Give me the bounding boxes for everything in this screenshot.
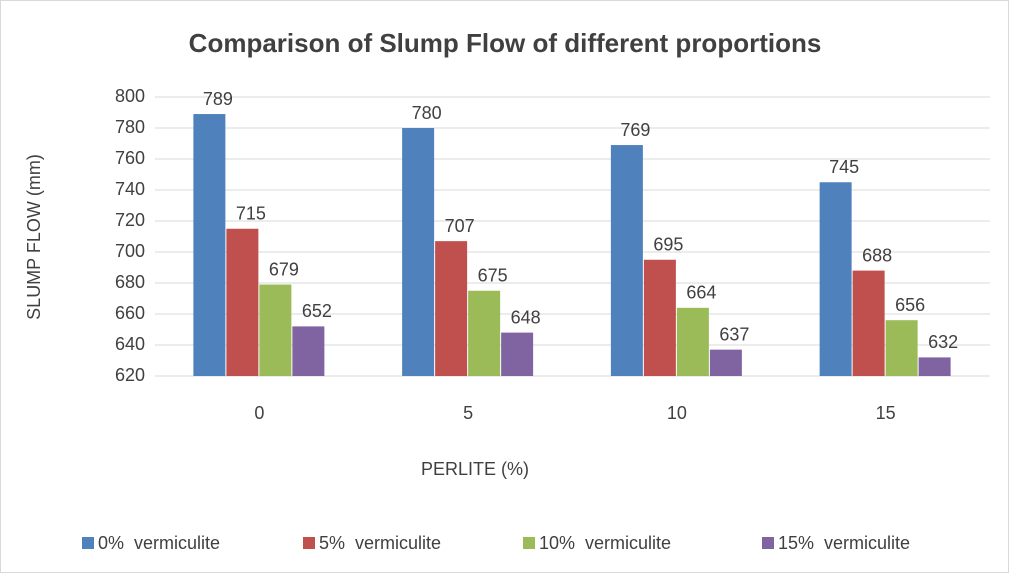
data-label: 707 <box>445 216 475 236</box>
x-tick-label: 5 <box>463 403 473 423</box>
bar <box>292 326 325 376</box>
data-label: 679 <box>269 259 299 279</box>
y-tick-label: 740 <box>115 179 145 199</box>
data-label: 695 <box>653 235 683 255</box>
data-label: 632 <box>928 332 958 352</box>
legend-swatch <box>82 537 94 549</box>
legend-label: 10% vermiculite <box>539 533 671 553</box>
y-tick-label: 760 <box>115 148 145 168</box>
bar <box>643 259 676 376</box>
bar <box>918 357 951 376</box>
chart-title: Comparison of Slump Flow of different pr… <box>189 28 822 58</box>
x-tick-label: 0 <box>254 403 264 423</box>
y-tick-label: 700 <box>115 241 145 261</box>
legend-swatch <box>762 537 774 549</box>
bar <box>819 182 852 376</box>
y-tick-label: 800 <box>115 86 145 106</box>
bar <box>402 128 435 376</box>
legend-swatch <box>523 537 535 549</box>
data-label: 637 <box>719 324 749 344</box>
bar <box>709 349 742 376</box>
y-tick-label: 640 <box>115 334 145 354</box>
bar <box>259 284 292 376</box>
x-axis-label: PERLITE (%) <box>421 459 529 479</box>
y-tick-label: 620 <box>115 365 145 385</box>
data-label: 648 <box>511 307 541 327</box>
legend-label: 15% vermiculite <box>778 533 910 553</box>
data-label: 745 <box>829 157 859 177</box>
y-tick-label: 780 <box>115 117 145 137</box>
x-tick-label: 15 <box>876 403 896 423</box>
legend-swatch <box>303 537 315 549</box>
y-tick-label: 680 <box>115 272 145 292</box>
bar <box>226 228 259 376</box>
bar <box>435 241 468 376</box>
y-axis-label: SLUMP FLOW (mm) <box>24 154 44 320</box>
data-label: 780 <box>412 103 442 123</box>
data-label: 664 <box>686 283 716 303</box>
legend-label: 0% vermiculite <box>98 533 220 553</box>
data-label: 789 <box>203 89 233 109</box>
legend-label: 5% vermiculite <box>319 533 441 553</box>
x-tick-label: 10 <box>667 403 687 423</box>
y-tick-label: 720 <box>115 210 145 230</box>
data-label: 688 <box>862 245 892 265</box>
bar <box>885 320 918 376</box>
y-tick-label: 660 <box>115 303 145 323</box>
data-label: 769 <box>620 120 650 140</box>
bar <box>501 332 534 376</box>
bar <box>610 145 643 376</box>
data-label: 656 <box>895 295 925 315</box>
bar <box>676 307 709 376</box>
bar <box>193 114 226 377</box>
data-label: 715 <box>236 204 266 224</box>
bar <box>852 270 885 376</box>
bar <box>468 290 501 376</box>
data-label: 652 <box>302 301 332 321</box>
data-label: 675 <box>478 266 508 286</box>
